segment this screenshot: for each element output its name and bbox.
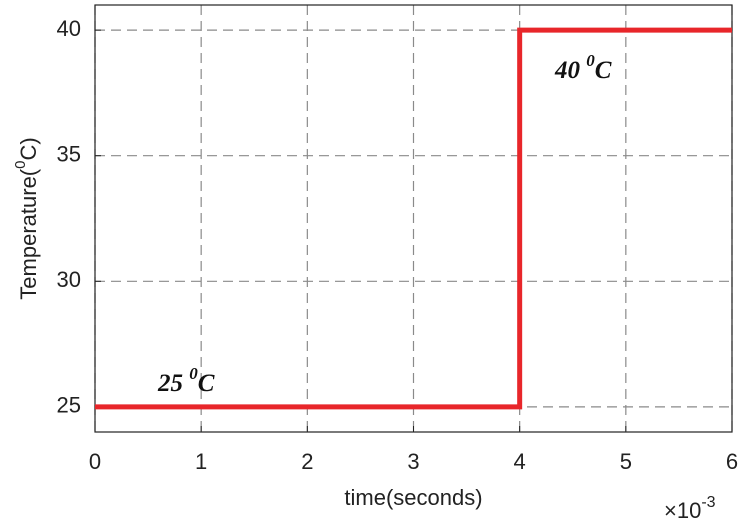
annotation-unit: C <box>198 370 215 397</box>
annotation: 40 0C <box>554 51 612 84</box>
x-multiplier: ×10-3 <box>664 494 716 523</box>
y-label-text: Temperature( <box>16 168 41 300</box>
annotation-unit: C <box>595 57 612 84</box>
x-axis-label: time(seconds) <box>344 485 482 510</box>
x-tick-label: 4 <box>514 449 526 474</box>
annotation: 25 0C <box>157 364 215 397</box>
annotation-sup: 0 <box>189 364 198 383</box>
x-tick-label: 1 <box>195 449 207 474</box>
y-tick-label: 40 <box>57 16 81 41</box>
multiplier-exponent: -3 <box>701 494 715 511</box>
y-label-sup: 0 <box>12 161 29 169</box>
x-tick-label: 6 <box>726 449 738 474</box>
x-tick-label: 2 <box>301 449 313 474</box>
data-line <box>95 27 732 410</box>
annotation-sup: 0 <box>586 51 595 70</box>
y-tick-label: 30 <box>57 267 81 292</box>
annotation-value: 40 <box>554 57 586 84</box>
annotation-value: 25 <box>157 370 189 397</box>
x-tick-label: 3 <box>407 449 419 474</box>
y-tick-label: 25 <box>57 393 81 418</box>
x-tick-label: 0 <box>89 449 101 474</box>
y-axis-label: Temperature(0C) <box>12 137 41 299</box>
y-tick-label: 35 <box>57 142 81 167</box>
y-label-unit: C) <box>16 137 41 160</box>
x-tick-label: 5 <box>620 449 632 474</box>
axes-box <box>94 4 733 433</box>
multiplier-base: ×10 <box>664 498 701 523</box>
